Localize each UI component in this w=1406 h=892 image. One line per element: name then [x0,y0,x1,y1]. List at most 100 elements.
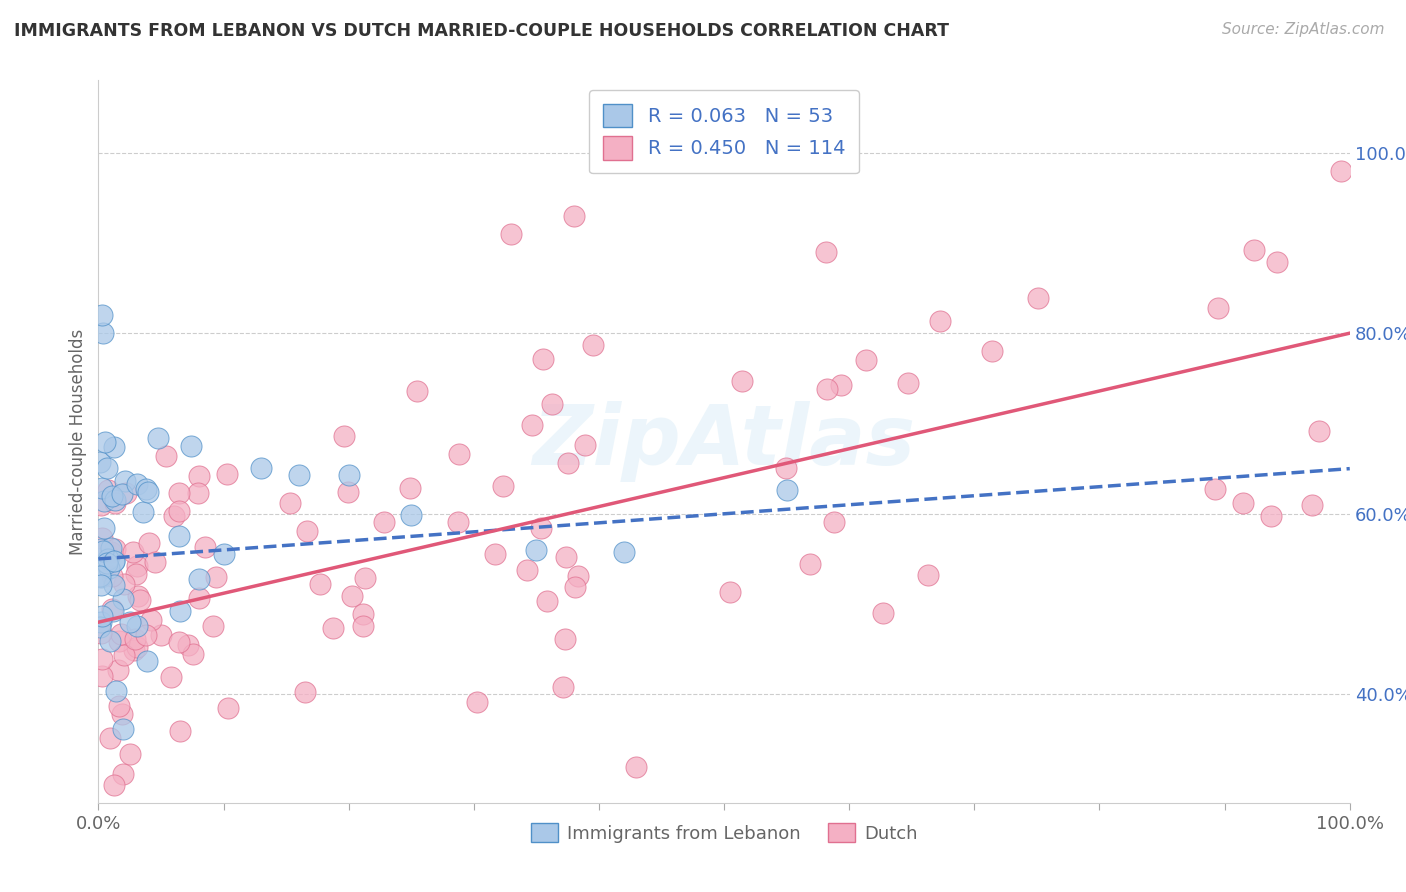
Point [112,592,135,607]
Point [90,578,112,592]
Point [1260,509,1282,524]
Point [127,476,149,491]
Point [124,567,146,582]
Point [295,524,318,538]
Point [162,508,184,523]
Point [815,382,838,396]
Point [90,498,112,512]
Point [352,619,374,633]
Point [100,541,122,555]
Point [399,481,422,495]
Point [136,485,159,500]
Point [98,634,121,648]
Point [1308,424,1330,438]
Point [447,447,470,461]
Point [124,632,146,646]
Point [118,747,141,761]
Point [554,632,576,647]
Point [830,377,852,392]
Point [897,376,920,390]
Point [89,620,111,634]
Point [103,778,125,792]
Point [167,504,190,518]
Point [132,505,155,519]
Point [97,483,120,497]
Point [89,568,111,582]
Point [90,652,112,666]
Point [90,570,112,584]
Point [287,467,309,482]
Point [401,508,423,522]
Point [775,460,797,475]
Point [90,625,112,640]
Point [294,685,316,699]
Point [626,760,648,774]
Point [100,569,122,583]
Point [557,456,579,470]
Point [112,576,135,591]
Point [96,556,118,570]
Point [562,209,585,223]
Point [187,486,209,500]
Point [97,551,120,566]
Point [91,543,114,558]
Point [90,542,112,557]
Point [1301,498,1323,512]
Point [114,485,136,500]
Point [110,487,132,501]
Point [823,515,845,529]
Point [94,435,117,450]
Point [177,638,200,652]
Point [169,634,191,648]
Point [1243,243,1265,257]
Point [181,648,204,662]
Point [127,559,149,574]
Point [492,479,515,493]
Point [101,604,124,618]
Point [90,481,112,495]
Point [187,591,209,605]
Point [1204,483,1226,497]
Point [308,577,330,591]
Point [555,550,578,565]
Point [138,535,160,549]
Point [332,429,354,443]
Point [928,313,950,327]
Point [731,375,754,389]
Point [160,670,183,684]
Point [104,492,127,507]
Point [89,455,111,469]
Point [93,493,115,508]
Point [322,621,344,635]
Point [250,461,273,475]
Point [110,627,132,641]
Point [91,669,114,683]
Point [1028,291,1050,305]
Point [127,589,149,603]
Point [125,619,148,633]
Point [141,613,163,627]
Point [337,467,360,482]
Point [111,706,134,721]
Point [93,520,115,534]
Point [501,227,523,241]
Point [799,557,821,571]
Point [104,496,127,510]
Point [872,606,894,620]
Text: Source: ZipAtlas.com: Source: ZipAtlas.com [1222,22,1385,37]
Point [146,431,169,445]
Point [94,545,117,559]
Point [564,580,586,594]
Point [103,577,125,591]
Point [215,467,238,481]
Point [169,723,191,738]
Point [135,627,157,641]
Text: IMMIGRANTS FROM LEBANON VS DUTCH MARRIED-COUPLE HOUSEHOLDS CORRELATION CHART: IMMIGRANTS FROM LEBANON VS DUTCH MARRIED… [14,22,949,40]
Point [90,615,112,629]
Point [582,338,605,352]
Point [122,545,145,559]
Point [122,642,145,657]
Point [91,608,114,623]
Point [531,352,554,367]
Point [373,515,395,529]
